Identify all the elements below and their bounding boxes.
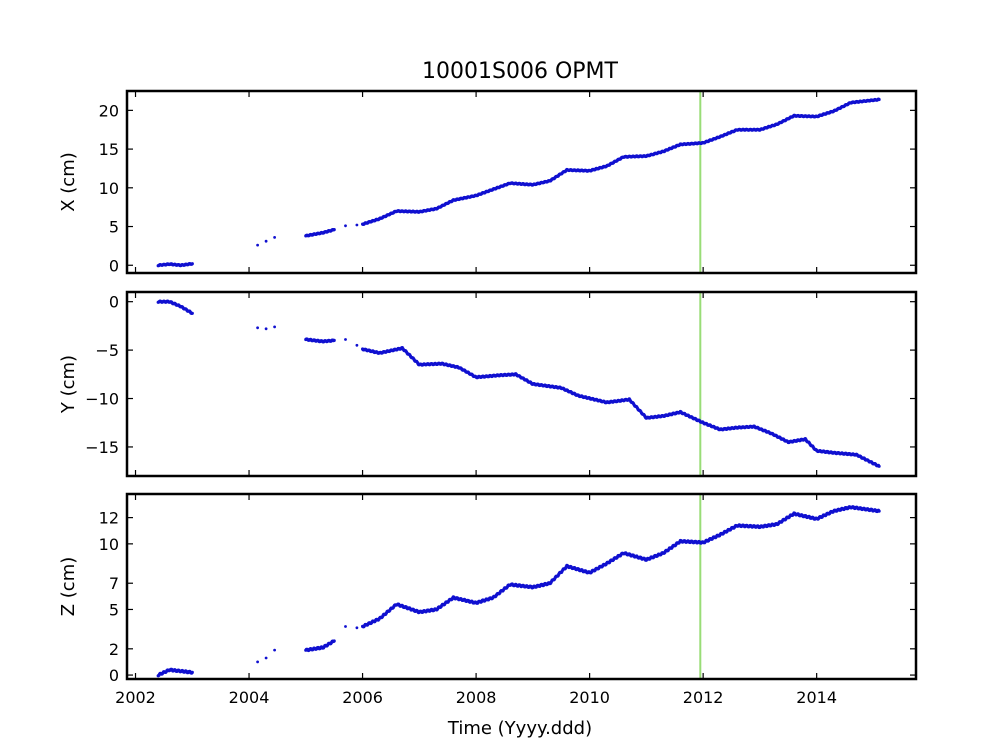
data-point — [273, 325, 276, 329]
plot-frame-z — [125, 492, 918, 681]
y-tick-label: 5 — [109, 218, 119, 237]
data-point — [190, 670, 194, 675]
data-point — [877, 464, 881, 468]
data-point — [190, 262, 194, 266]
data-point — [332, 639, 336, 643]
y-tick-label: −5 — [95, 341, 119, 360]
data-point — [264, 327, 268, 331]
x-tick-label: 2004 — [229, 688, 270, 707]
data-point — [344, 625, 347, 628]
y-tick-label: 0 — [109, 293, 119, 312]
plot-frame-y — [125, 290, 918, 478]
y-tick-label: 2 — [109, 640, 119, 659]
x-tick-label: 2008 — [456, 688, 497, 707]
y-tick-label: 0 — [109, 256, 119, 275]
series-x — [156, 97, 881, 268]
y-tick-label: 5 — [109, 600, 119, 619]
data-point — [273, 648, 276, 652]
series-y — [156, 299, 881, 468]
y-tick-label: −10 — [85, 390, 119, 409]
chart-title: 10001S006 OPMT — [422, 59, 618, 84]
y-tick-label: 10 — [99, 535, 119, 554]
plot-frame-x — [125, 89, 918, 275]
data-point — [264, 239, 268, 243]
panels-layer: 0 5 10 15 20 X (cm) 0 −5 −10 −15 Y (cm) 0 2 5 7 10 12 200… — [58, 89, 918, 707]
data-point — [256, 326, 259, 330]
y-tick-label: 12 — [99, 509, 119, 528]
series-z — [156, 505, 881, 678]
y-tick-label: 15 — [99, 140, 119, 159]
data-point — [877, 97, 881, 102]
data-point — [355, 343, 359, 347]
x-tick-label: 2010 — [569, 688, 610, 707]
panel-x: 0 5 10 15 20 X (cm) — [58, 89, 918, 275]
y-tick-label: 20 — [99, 101, 119, 120]
data-point — [877, 509, 881, 513]
data-point — [264, 656, 268, 660]
y-axis-label-y: Y (cm) — [58, 355, 79, 414]
y-tick-label: 7 — [109, 574, 119, 593]
panel-z: 0 2 5 7 10 12 2002 2004 2006 2008 2010 2012 2014 Z (c… — [58, 492, 918, 707]
x-axis-label: Time (Yyyy.ddd) — [447, 718, 592, 739]
data-point — [256, 243, 259, 247]
data-point — [344, 338, 347, 341]
data-point — [190, 311, 194, 315]
y-tick-label: 0 — [109, 666, 119, 685]
data-point — [332, 228, 336, 232]
x-tick-label: 2006 — [342, 688, 383, 707]
x-tick-label: 2014 — [796, 688, 837, 707]
data-point — [273, 236, 276, 239]
y-tick-label: 10 — [99, 179, 119, 198]
data-point — [355, 223, 359, 227]
panel-y: 0 −5 −10 −15 Y (cm) — [58, 290, 918, 478]
y-tick-label: −15 — [85, 438, 119, 457]
x-tick-label: 2002 — [115, 688, 156, 707]
y-axis-label-x: X (cm) — [58, 152, 79, 212]
data-point — [344, 224, 347, 228]
y-axis-label-z: Z (cm) — [58, 557, 79, 617]
data-point — [332, 338, 336, 342]
x-tick-label: 2012 — [683, 688, 724, 707]
data-point — [355, 626, 359, 630]
data-point — [256, 660, 259, 664]
